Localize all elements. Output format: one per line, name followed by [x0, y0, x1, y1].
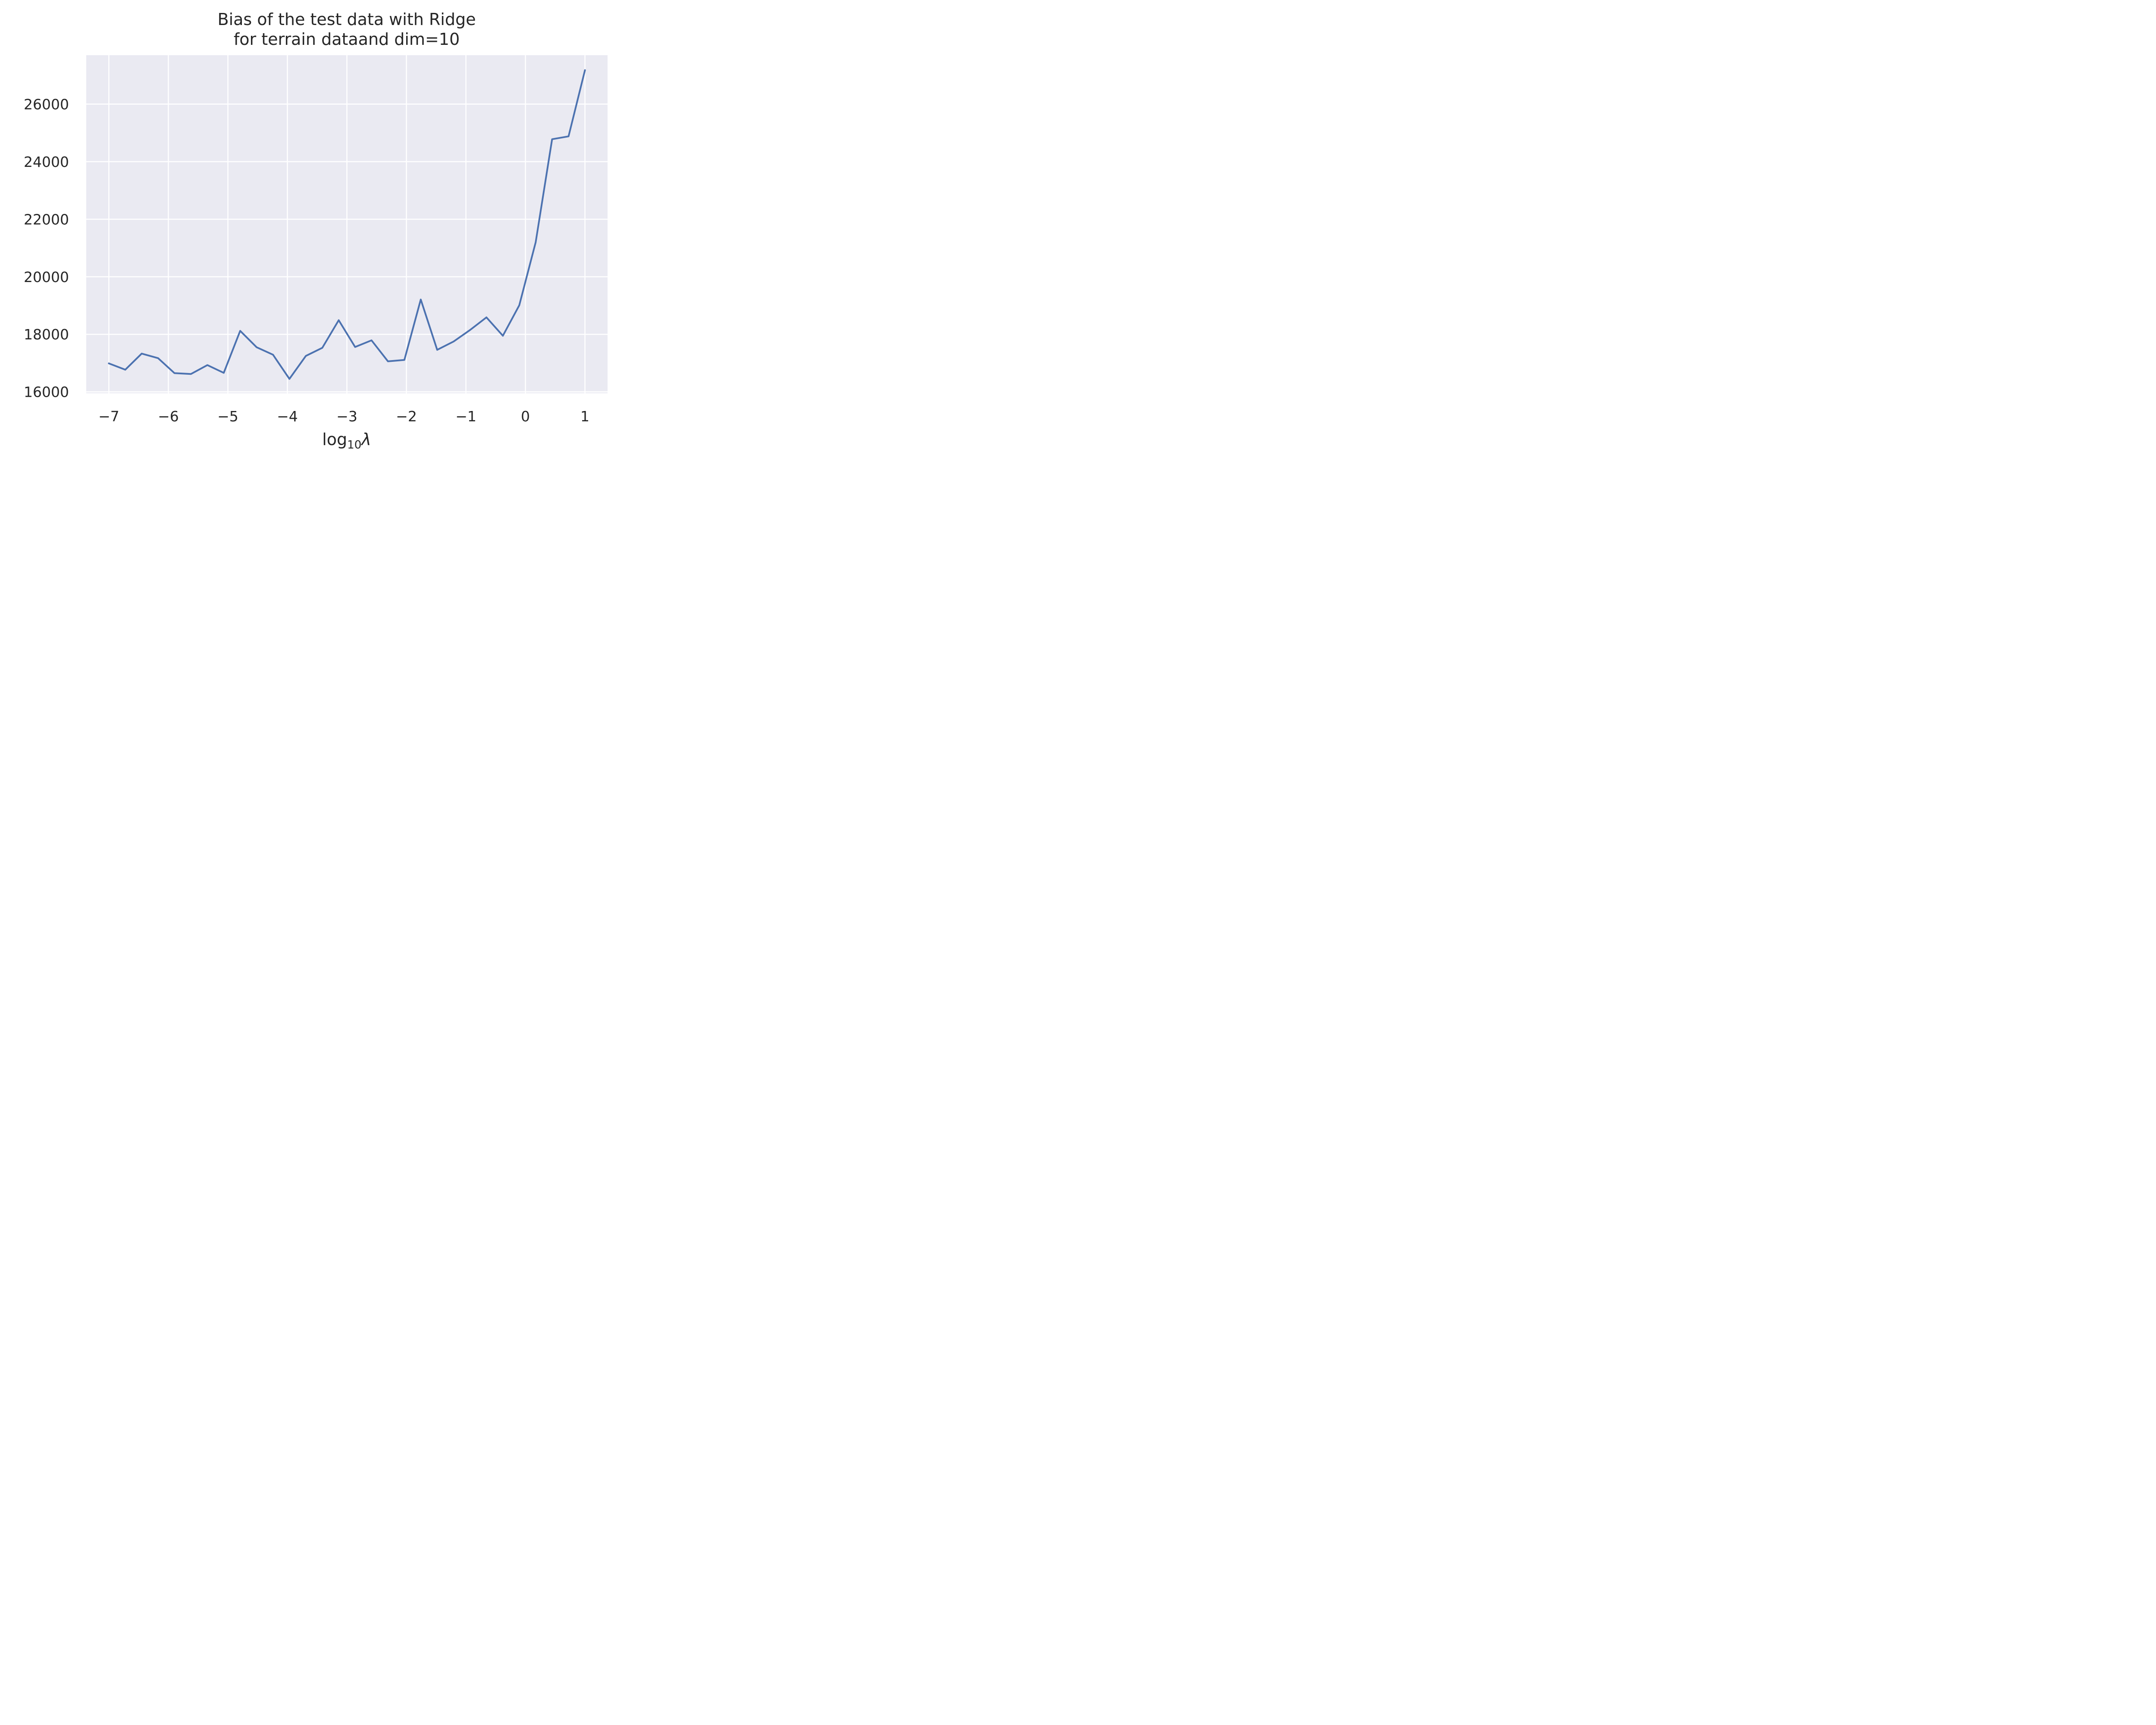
x-tick-label: −7 — [98, 408, 119, 425]
data-point — [371, 340, 372, 341]
x-tick-label: −4 — [277, 408, 298, 425]
y-tick-label: 16000 — [24, 384, 69, 401]
y-tick-label: 18000 — [24, 326, 69, 343]
x-tick-label: 0 — [521, 408, 530, 425]
x-tick-label: −2 — [396, 408, 417, 425]
y-tick-label: 20000 — [24, 269, 69, 285]
bias-series-line — [108, 69, 586, 380]
data-point — [568, 136, 569, 137]
y-tick-label: 22000 — [24, 211, 69, 228]
y-tick-label: 26000 — [24, 96, 69, 113]
series-layer — [108, 69, 586, 380]
x-axis-label: log10λ — [322, 430, 371, 451]
data-point — [141, 353, 142, 354]
bias-line-chart: Bias of the test data with Ridge for ter… — [24, 10, 608, 451]
x-tick-label: −5 — [217, 408, 238, 425]
y-tick-label: 24000 — [24, 154, 69, 170]
x-tick-label: −1 — [455, 408, 476, 425]
data-point — [420, 299, 421, 300]
chart-title-line2: for terrain dataand dim=10 — [234, 30, 460, 49]
x-tick-label: −6 — [158, 408, 179, 425]
x-axis-label-subscript: 10 — [347, 439, 361, 451]
tick-labels: −7 −6 −5 −4 −3 −2 −1 0 1 16000 18000 20000 22000 2400… — [24, 96, 589, 425]
chart-title-line1: Bias of the test data with Ridge — [218, 10, 476, 29]
x-axis-label-variable: λ — [360, 430, 371, 449]
data-point — [453, 341, 454, 342]
x-tick-label: 1 — [580, 408, 589, 425]
x-axis-label-base: log — [322, 430, 347, 449]
x-tick-label: −3 — [336, 408, 357, 425]
